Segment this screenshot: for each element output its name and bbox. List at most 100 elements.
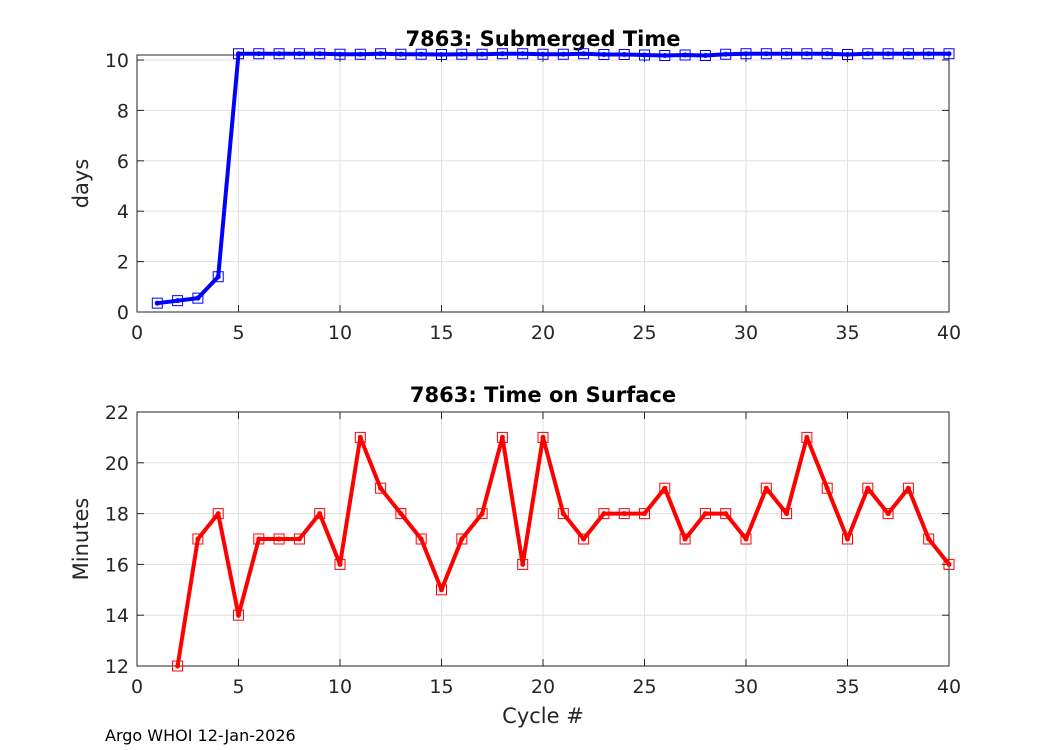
chart0-point-dot-16	[459, 51, 465, 57]
chart1-point-marker-25	[639, 508, 650, 520]
chart0-point-dot-34	[824, 51, 830, 57]
chart0-point-marker-24	[618, 48, 630, 60]
chart1-point-dot-8	[296, 536, 302, 542]
chart0-ylabel: days	[69, 159, 93, 209]
chart0-point-dot-37	[885, 51, 891, 57]
chart0-point-marker-22	[578, 48, 590, 60]
chart0-ytick-label-4: 4	[117, 201, 129, 223]
chart1-point-marker-10	[334, 558, 346, 570]
chart1-point-marker-20	[537, 431, 549, 443]
chart0-point-marker-25	[639, 49, 650, 61]
chart1-ytick-label-16: 16	[105, 554, 129, 576]
chart1-point-marker-6	[253, 533, 265, 545]
chart0-point-marker-18	[496, 48, 508, 60]
chart1-point-dot-21	[560, 511, 566, 517]
chart0-point-marker-19	[517, 48, 529, 60]
chart0-ytick-label-6: 6	[117, 151, 129, 173]
chart1-point-marker-13	[395, 508, 407, 520]
chart1-point-dot-36	[865, 485, 871, 491]
chart0-point-dot-21	[560, 51, 566, 57]
chart1-point-marker-7	[273, 533, 285, 545]
chart0-point-dot-25	[642, 52, 647, 58]
chart0-point-dot-31	[763, 51, 769, 57]
chart1-point-marker-12	[375, 482, 387, 494]
chart0-point-dot-15	[439, 51, 444, 57]
chart0-point-marker-37	[882, 48, 894, 60]
chart0-point-marker-38	[902, 48, 914, 60]
chart1-xtick-label-0: 0	[131, 676, 143, 698]
chart1-point-dot-25	[642, 511, 647, 517]
chart0-point-dot-11	[357, 51, 363, 57]
chart1-xtick-label-25: 25	[632, 676, 656, 698]
chart1-point-dot-19	[520, 561, 526, 567]
chart1-point-marker-3	[192, 533, 204, 545]
chart0-point-marker-5	[233, 48, 244, 60]
chart0-point-dot-18	[499, 51, 505, 57]
chart0-point-marker-9	[314, 48, 326, 60]
chart0-point-dot-17	[479, 51, 485, 57]
chart0-point-marker-1	[151, 297, 163, 309]
chart0-point-marker-23	[598, 48, 610, 60]
chart0-xtick-label-20: 20	[531, 322, 555, 344]
chart0-point-marker-8	[293, 48, 305, 60]
chart1-point-marker-34	[821, 482, 833, 494]
chart0-point-marker-10	[334, 48, 346, 60]
chart0-point-dot-2	[175, 298, 181, 304]
chart1-point-dot-13	[398, 511, 404, 517]
chart1-point-dot-3	[195, 536, 201, 542]
chart0-point-dot-20	[540, 51, 546, 57]
chart1-point-marker-28	[699, 508, 711, 520]
chart1-xtick-label-30: 30	[734, 676, 758, 698]
chart1-point-marker-11	[354, 431, 366, 443]
chart1-point-marker-19	[517, 558, 529, 570]
chart0-point-marker-29	[720, 48, 732, 60]
chart0-xtick-label-25: 25	[632, 322, 656, 344]
chart1-point-dot-24	[621, 511, 627, 517]
chart1-point-dot-16	[459, 536, 465, 542]
chart0-point-marker-16	[456, 48, 468, 60]
chart0-point-marker-12	[375, 48, 387, 60]
chart0-point-marker-26	[659, 50, 671, 62]
chart1-point-dot-28	[702, 511, 708, 517]
chart0-point-marker-27	[679, 49, 691, 61]
chart0-point-marker-40	[943, 48, 955, 60]
chart1-point-dot-34	[824, 485, 830, 491]
chart1-point-marker-31	[760, 482, 772, 494]
chart1-point-marker-24	[618, 508, 630, 520]
chart0-point-dot-1	[154, 300, 160, 306]
chart0-point-dot-30	[743, 51, 749, 57]
chart1-point-dot-37	[885, 511, 891, 517]
chart0-point-marker-39	[923, 48, 935, 60]
chart0-point-marker-3	[192, 292, 204, 304]
chart1-point-dot-20	[540, 434, 546, 440]
chart1-point-dot-17	[479, 511, 485, 517]
submerged-time-plot: 0 5 10 15 20 25 30 35 40 0 2 4 6 8 10 7863: Submerged T…	[69, 27, 961, 344]
chart1-point-marker-37	[882, 508, 894, 520]
chart0-point-dot-6	[256, 51, 262, 57]
chart1-point-marker-26	[659, 482, 671, 494]
chart1-point-marker-23	[598, 508, 610, 520]
chart1-point-dot-39	[926, 536, 932, 542]
chart0-point-dot-4	[215, 274, 221, 280]
chart1-point-marker-16	[456, 533, 468, 545]
chart0-title: 7863: Submerged Time	[405, 27, 680, 51]
chart1-point-dot-31	[763, 485, 769, 491]
chart0-xtick-label-0: 0	[131, 322, 143, 344]
chart0-xtick-label-30: 30	[734, 322, 758, 344]
chart1-point-dot-38	[905, 485, 911, 491]
chart1-point-dot-22	[581, 536, 587, 542]
chart0-point-dot-14	[418, 51, 424, 57]
chart1-point-marker-14	[415, 533, 427, 545]
chart0-point-marker-31	[760, 48, 772, 60]
chart1-point-dot-15	[439, 587, 444, 593]
chart1-point-marker-40	[943, 558, 955, 570]
chart0-point-marker-4	[212, 271, 224, 283]
chart0-point-dot-33	[804, 51, 810, 57]
chart1-point-dot-32	[784, 511, 790, 517]
chart1-point-marker-32	[781, 508, 793, 520]
chart0-ytick-label-0: 0	[117, 302, 129, 324]
chart1-point-dot-26	[662, 485, 668, 491]
chart1-point-dot-35	[845, 536, 850, 542]
chart1-point-marker-29	[720, 508, 732, 520]
